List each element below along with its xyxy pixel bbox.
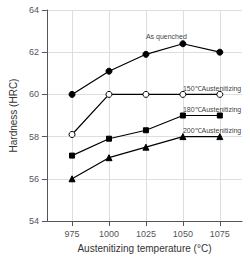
- svg-text:1050: 1050: [173, 229, 193, 239]
- svg-text:1075: 1075: [210, 229, 230, 239]
- svg-text:1025: 1025: [136, 229, 156, 239]
- svg-text:58: 58: [29, 132, 39, 142]
- svg-text:As quenched: As quenched: [146, 33, 187, 41]
- svg-text:62: 62: [29, 47, 39, 57]
- svg-text:64: 64: [29, 5, 39, 15]
- svg-text:54: 54: [29, 216, 39, 226]
- svg-text:60: 60: [29, 89, 39, 99]
- svg-text:975: 975: [65, 229, 80, 239]
- svg-text:1000: 1000: [99, 229, 119, 239]
- svg-text:Austenitizing temperature (°C): Austenitizing temperature (°C): [77, 243, 211, 254]
- svg-text:150℃Austenitizing: 150℃Austenitizing: [183, 85, 241, 93]
- svg-text:180℃Austenitizing: 180℃Austenitizing: [183, 106, 241, 114]
- svg-text:200℃Austenitizing: 200℃Austenitizing: [183, 127, 241, 135]
- svg-text:Hardness (HRC): Hardness (HRC): [8, 79, 19, 153]
- svg-text:56: 56: [29, 174, 39, 184]
